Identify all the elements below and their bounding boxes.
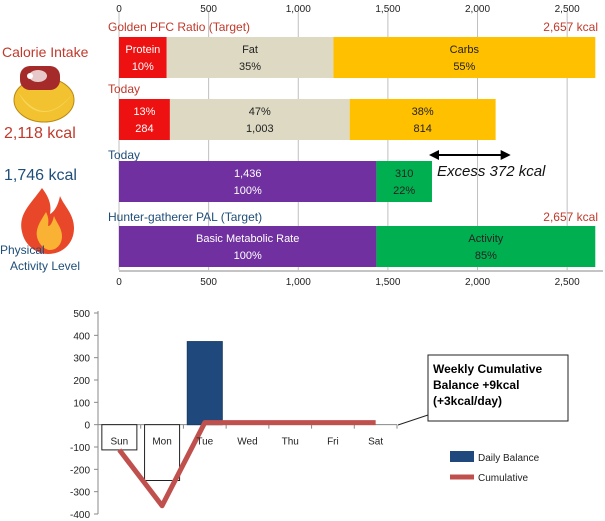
segment-value: 100%	[234, 250, 262, 262]
row-total: 2,657 kcal	[543, 20, 598, 34]
callout-line2: Balance +9kcal	[433, 378, 519, 392]
excess-annotation: Excess 372 kcal	[428, 150, 546, 180]
bottom-category-label: Thu	[282, 437, 299, 448]
segment-label: 47%	[249, 106, 271, 118]
bottom-y-tick-label: 500	[73, 309, 90, 320]
top-tick-label-top: 0	[116, 4, 122, 15]
calorie-intake-value: 2,118 kcal	[4, 125, 76, 142]
top-tick-label-bottom: 2,000	[465, 277, 490, 288]
weekly-balance-chart: 500 400 300 200 100 0 -100 -200 -300 -400 Sun Mon T…	[70, 309, 569, 521]
bottom-category-label: Wed	[237, 437, 257, 448]
bottom-y-tick-label: -300	[70, 488, 90, 499]
legend-label-daily: Daily Balance	[478, 453, 540, 464]
legend-label-cumulative: Cumulative	[478, 473, 528, 484]
bottom-y-tick-label: 100	[73, 398, 90, 409]
segment-label: 1,436	[234, 168, 262, 180]
activity-title-line2: Activity Level	[10, 259, 80, 273]
top-tick-label-bottom: 1,500	[375, 277, 400, 288]
bottom-category-label: Mon	[152, 437, 171, 448]
bottom-category-label: Sat	[368, 437, 383, 448]
top-tick-label-bottom: 500	[200, 277, 217, 288]
top-tick-label-top: 2,500	[555, 4, 580, 15]
bottom-y-tick-label: -400	[70, 510, 90, 521]
bottom-y-tick-label: 300	[73, 354, 90, 365]
bar-segment	[119, 226, 377, 267]
bottom-category-label: Tue	[196, 437, 213, 448]
bar-segment	[376, 226, 596, 267]
steak-bananas-icon	[13, 66, 75, 123]
callout-line3: (+3kcal/day)	[433, 394, 502, 408]
bottom-y-tick-label: -100	[70, 443, 90, 454]
segment-value: 10%	[132, 61, 154, 73]
row-total: 2,657 kcal	[543, 210, 598, 224]
segment-value: 100%	[234, 185, 262, 197]
bottom-y-tick-label: 400	[73, 331, 90, 342]
bar-segment	[119, 99, 170, 140]
callout-line1: Weekly Cumulative	[433, 362, 542, 376]
segment-label: 38%	[412, 106, 434, 118]
bottom-category-label: Fri	[327, 437, 339, 448]
energy-balance-bar-chart: Golden PFC Ratio (Target) 2,657 kcal Prote…	[108, 4, 603, 288]
bottom-y-tick-label: 0	[84, 421, 90, 432]
activity-value: 1,746 kcal	[4, 167, 77, 184]
row-title: Today	[108, 82, 140, 96]
top-tick-label-bottom: 0	[116, 277, 122, 288]
bottom-y-tick-label: -200	[70, 465, 90, 476]
bar-segment	[166, 37, 334, 78]
legend: Daily Balance Cumulative	[450, 451, 540, 484]
segment-label: Activity	[468, 233, 503, 245]
top-tick-label-top: 1,500	[375, 4, 400, 15]
top-tick-label-top: 2,000	[465, 4, 490, 15]
top-tick-label-top: 1,000	[286, 4, 311, 15]
segment-label: Basic Metabolic Rate	[196, 233, 299, 245]
bottom-y-tick-label: 200	[73, 376, 90, 387]
segment-value: 22%	[393, 185, 415, 197]
daily-balance-bar	[101, 424, 138, 451]
row-title: Today	[108, 148, 140, 162]
segment-value: 284	[135, 123, 153, 135]
top-tick-label-bottom: 2,500	[555, 277, 580, 288]
calorie-intake-title: Calorie Intake	[2, 44, 89, 60]
row-title: Golden PFC Ratio (Target)	[108, 20, 250, 34]
bar-segment	[169, 99, 350, 140]
segment-label: 310	[395, 168, 413, 180]
segment-value: 1,003	[246, 123, 274, 135]
daily-balance-bar	[186, 341, 223, 426]
segment-label: Carbs	[450, 44, 480, 56]
legend-swatch-daily	[450, 451, 474, 462]
segment-value: 85%	[475, 250, 497, 262]
cumulative-line	[117, 420, 376, 509]
segment-label: 13%	[133, 106, 155, 118]
bottom-category-label: Sun	[110, 437, 128, 448]
top-tick-label-bottom: 1,000	[286, 277, 311, 288]
bar-segment	[119, 37, 167, 78]
bar-segment	[376, 161, 432, 202]
activity-title-line1: Physical	[0, 243, 45, 257]
row-title: Hunter-gatherer PAL (Target)	[108, 210, 262, 224]
weekly-callout: Weekly Cumulative Balance +9kcal (+3kcal…	[397, 354, 569, 426]
flame-icon	[21, 188, 74, 254]
bar-segment	[349, 99, 496, 140]
daily-balance-bar	[144, 424, 181, 481]
top-tick-label-top: 500	[200, 4, 217, 15]
bar-segment	[119, 161, 377, 202]
excess-label: Excess 372 kcal	[437, 163, 546, 180]
segment-label: Protein	[125, 44, 160, 56]
bar-segment	[333, 37, 596, 78]
segment-value: 35%	[239, 61, 261, 73]
segment-label: Fat	[242, 44, 258, 56]
segment-value: 814	[413, 123, 431, 135]
segment-value: 55%	[453, 61, 475, 73]
